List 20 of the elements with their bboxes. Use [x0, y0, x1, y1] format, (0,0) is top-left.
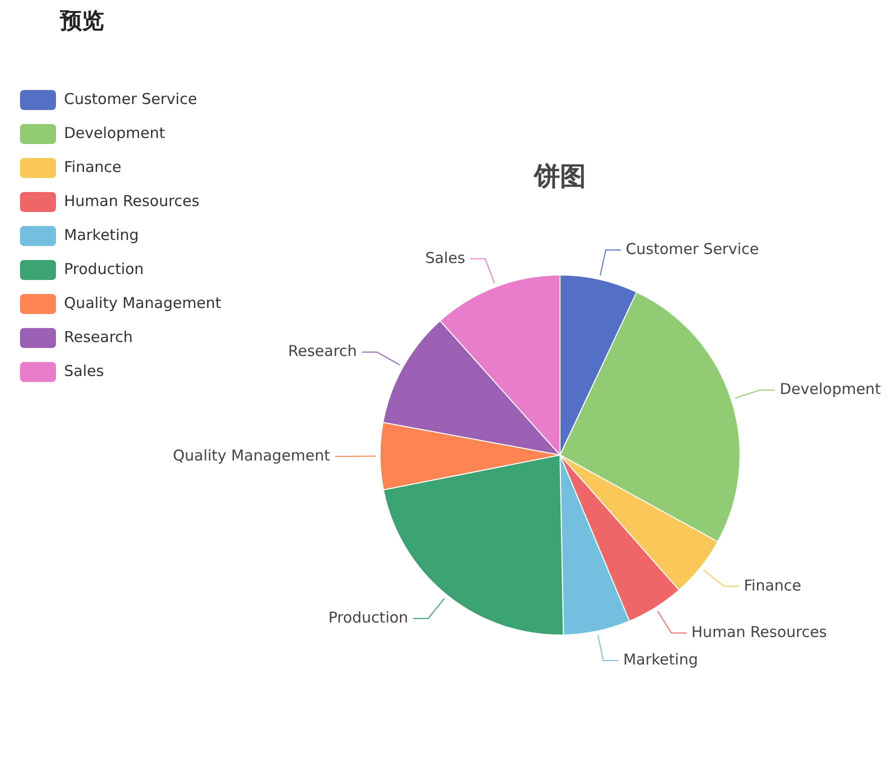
- slice-label: Research: [288, 342, 357, 360]
- text: 饼图: [533, 162, 586, 192]
- legend-label: Human Resources: [64, 192, 200, 210]
- slice-label: Human Resources: [691, 623, 828, 642]
- legend-label: Sales: [64, 362, 104, 380]
- slice-label: Production: [328, 608, 408, 627]
- slice-label: Sales: [425, 248, 466, 267]
- legend-label: Customer Service: [64, 90, 198, 108]
- slice-label: Finance: [744, 576, 802, 594]
- legend-label: Development: [64, 124, 166, 142]
- legend-label: Quality Management: [64, 294, 222, 312]
- legend-label: Finance: [64, 158, 122, 176]
- slice-label: Customer Service: [626, 240, 759, 258]
- legend-label: Marketing: [64, 226, 139, 244]
- slice-label: Development: [780, 380, 881, 398]
- slice-label: Marketing: [623, 650, 698, 669]
- slice-label: Quality Management: [172, 446, 330, 464]
- legend-label: Research: [64, 328, 133, 346]
- legend-label: Production: [64, 260, 144, 278]
- text: 预览: [59, 9, 104, 34]
